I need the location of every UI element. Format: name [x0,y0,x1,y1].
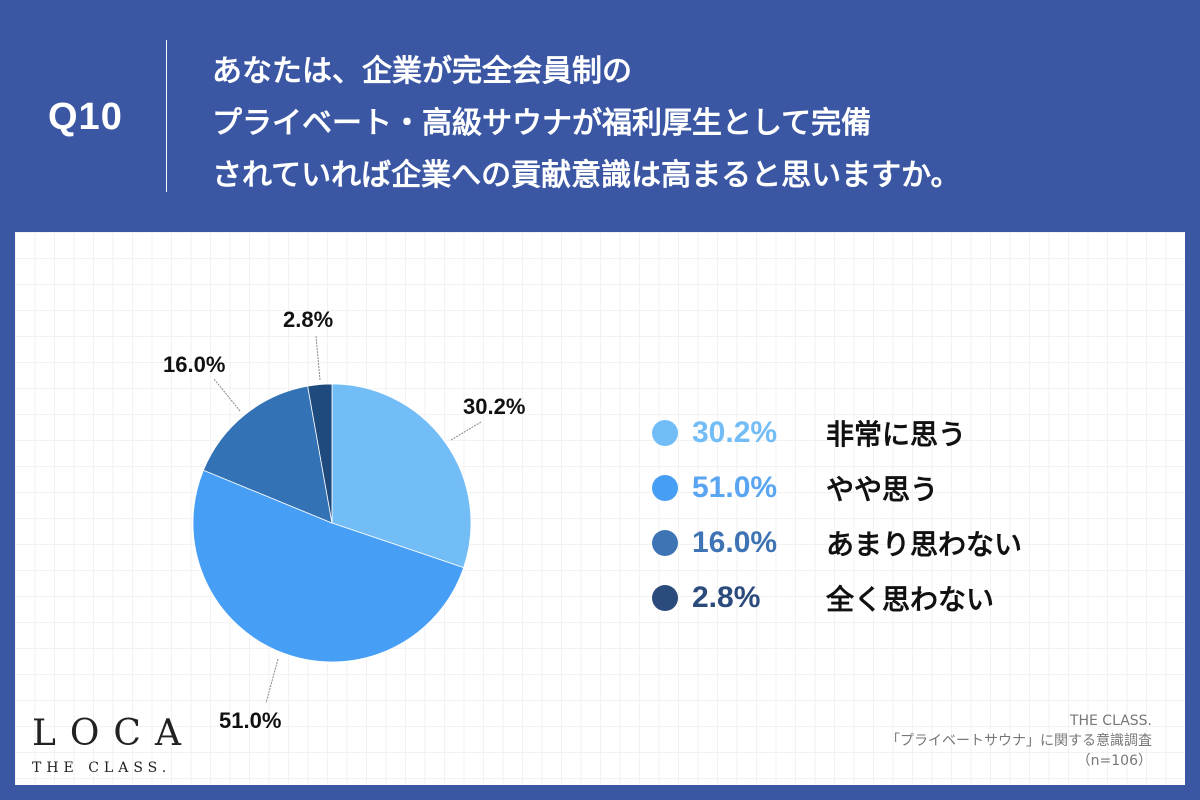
legend-item: 2.8% 全く思わない [652,570,1022,625]
legend: 30.2% 非常に思う 51.0% やや思う 16.0% あまり思わない 2.8… [652,405,1022,625]
legend-item: 16.0% あまり思わない [652,515,1022,570]
leader-line-16 [213,378,241,412]
header: Q10 あなたは、企業が完全会員制の プライベート・高級サウナが福利厚生として完… [0,0,1200,232]
pie-slices [192,383,472,663]
pie-slice-not-at-all [307,383,333,524]
legend-item: 30.2% 非常に思う [652,405,1022,460]
legend-label: 非常に思う [826,417,967,451]
slice-label-not-much: 16.0% [163,352,226,377]
slice-label-somewhat: 51.0% [219,708,282,733]
question-text: あなたは、企業が完全会員制の プライベート・高級サウナが福利厚生として完備 され… [212,46,961,202]
legend-item: 51.0% やや思う [652,460,1022,515]
question-line: あなたは、企業が完全会員制の [212,54,632,89]
legend-dot-icon [652,529,678,556]
legend-dot-icon [652,474,678,501]
source-note: THE CLASS. 「プライベートサウナ」に関する意識調査 （n=106） [886,711,1152,771]
pie-slice-not-much [202,385,333,524]
leader-lines [213,335,482,704]
legend-dot-icon [652,584,678,611]
slice-label-not-at-all: 2.8% [283,307,334,332]
legend-pct: 51.0% [692,470,778,504]
source-line: （n=106） [1076,753,1152,769]
brand-logo: LOCA THE CLASS. [32,713,195,777]
legend-pct: 30.2% [692,415,778,449]
question-line: されていれば企業への貢献意識は高まると思いますか。 [212,158,961,193]
legend-label: やや思う [826,472,939,506]
slice-label-very: 30.2% [463,394,526,419]
legend-dot-icon [652,419,678,446]
legend-label: あまり思わない [826,527,1023,561]
leader-line-30 [450,421,482,441]
source-line: THE CLASS. [1069,713,1152,729]
source-line: 「プライベートサウナ」に関する意識調査 [886,733,1152,749]
pie-slice-very [331,383,472,569]
logo-main-text: LOCA [32,713,195,754]
legend-pct: 2.8% [692,580,761,614]
header-divider [166,40,167,192]
legend-label: 全く思わない [826,582,995,616]
leader-line-2 [315,335,321,381]
legend-pct: 16.0% [692,525,778,559]
question-number: Q10 [48,96,123,138]
pie-slice-somewhat [192,469,465,663]
logo-sub-text: THE CLASS. [32,760,172,776]
leader-line-51 [265,658,279,704]
question-line: プライベート・高級サウナが福利厚生として完備 [212,106,872,141]
